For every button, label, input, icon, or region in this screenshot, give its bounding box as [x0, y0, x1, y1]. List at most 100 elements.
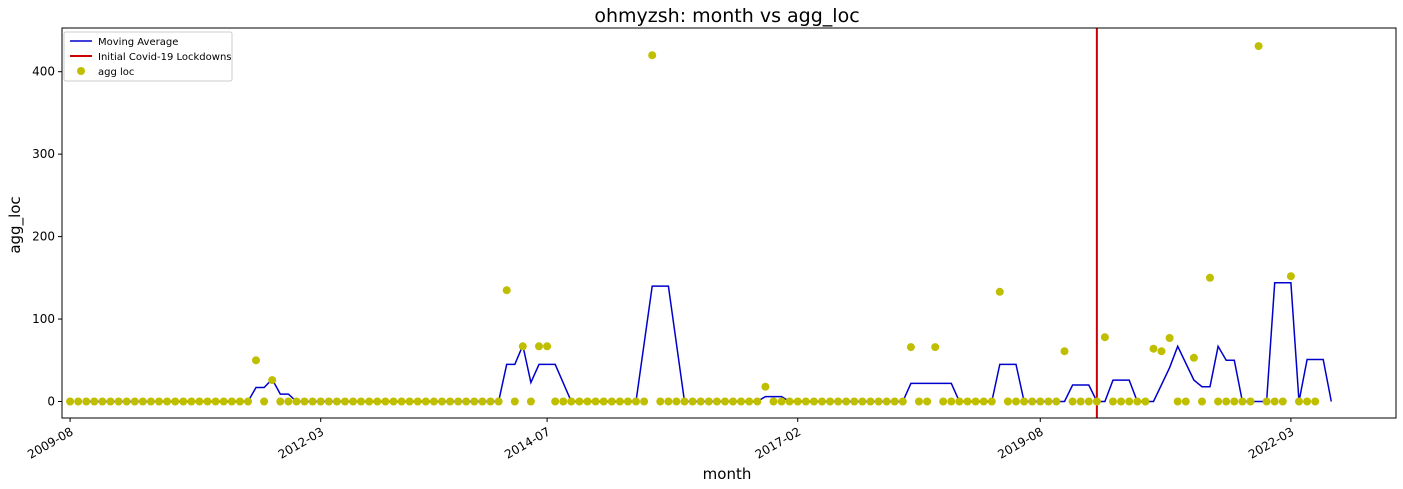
agg-loc-point [1068, 397, 1077, 406]
agg-loc-point [1165, 334, 1174, 342]
agg-loc-point [898, 397, 907, 406]
agg-loc-point [235, 397, 244, 406]
agg-loc-point [163, 397, 172, 406]
agg-loc-point [559, 397, 568, 406]
agg-loc-point [284, 397, 293, 406]
agg-loc-point [615, 397, 624, 406]
agg-loc-point [1060, 347, 1069, 356]
y-tick-label: 100 [32, 312, 55, 326]
agg-loc-point [890, 397, 899, 406]
agg-loc-point [74, 397, 83, 406]
agg-loc-point [931, 343, 940, 352]
agg-loc-point [1206, 273, 1214, 282]
agg-loc-point [518, 342, 527, 351]
agg-loc-point [1157, 347, 1166, 356]
agg-loc-point [1262, 397, 1271, 406]
agg-loc-point [526, 397, 535, 406]
agg-loc-point [874, 397, 883, 406]
legend-box [63, 31, 233, 82]
agg-loc-point [146, 397, 155, 406]
agg-loc-point [171, 397, 180, 406]
agg-loc-point [429, 397, 438, 406]
agg-loc-point [850, 397, 859, 406]
agg-loc-point [753, 397, 762, 406]
agg-loc-point [1012, 397, 1020, 406]
agg-loc-point [1020, 397, 1029, 406]
agg-loc-point [195, 397, 204, 406]
agg-loc-point [591, 397, 600, 406]
legend-moving-average-label: Moving Average [98, 37, 178, 48]
agg-loc-point [324, 397, 333, 406]
agg-loc-point [1076, 397, 1085, 406]
agg-loc-point [745, 397, 754, 406]
agg-loc-point [535, 342, 543, 351]
agg-loc-point [244, 397, 252, 406]
agg-loc-point [187, 397, 196, 406]
agg-loc-point [252, 356, 260, 365]
agg-loc-point [979, 397, 988, 406]
y-tick-label: 400 [32, 65, 55, 79]
x-axis-label: month [703, 465, 752, 483]
agg-loc-point [1181, 397, 1190, 406]
agg-loc-point [494, 397, 503, 406]
agg-loc-point [712, 397, 721, 406]
agg-loc-point [729, 397, 737, 406]
agg-loc-point [454, 397, 463, 406]
agg-loc-point [1278, 397, 1287, 406]
agg-loc-point [98, 397, 107, 406]
agg-loc-point [834, 397, 843, 406]
agg-loc-point [211, 397, 220, 406]
agg-loc-point [769, 397, 778, 406]
agg-loc-point [438, 397, 446, 406]
agg-loc-point [785, 397, 794, 406]
agg-loc-point [308, 397, 317, 406]
agg-loc-point [543, 342, 552, 351]
agg-loc-point [858, 397, 867, 406]
agg-loc-point [300, 397, 309, 406]
agg-loc-point [82, 397, 91, 406]
plot-area [61, 27, 1397, 419]
y-axis-ticks: 0 100 200 300 400 [32, 65, 62, 409]
agg-loc-point [680, 397, 689, 406]
agg-loc-point [1133, 397, 1142, 406]
y-axis-label: agg_loc [6, 196, 25, 253]
agg-loc-point [866, 397, 875, 406]
agg-loc-point [1173, 397, 1182, 406]
agg-loc-point [607, 397, 616, 406]
agg-loc-point [987, 397, 996, 406]
agg-loc-point [227, 397, 236, 406]
agg-loc-point [971, 397, 980, 406]
agg-loc-point [696, 397, 705, 406]
agg-loc-point [939, 397, 948, 406]
agg-loc-point [66, 397, 75, 406]
agg-loc-point [567, 397, 576, 406]
plot-frame [61, 27, 1397, 419]
agg-loc-point [292, 397, 301, 406]
agg-loc-point [1092, 397, 1101, 406]
agg-loc-point [268, 376, 277, 385]
agg-loc-point [502, 286, 511, 295]
agg-loc-point [1303, 397, 1312, 406]
agg-loc-point [446, 397, 455, 406]
agg-loc-point [276, 397, 285, 406]
agg-loc-point [510, 397, 519, 406]
agg-loc-point [664, 397, 673, 406]
agg-loc-point [397, 397, 406, 406]
agg-loc-point [1189, 353, 1198, 362]
agg-loc-point [656, 397, 665, 406]
agg-loc-point [486, 397, 495, 406]
agg-loc-point [138, 397, 147, 406]
y-tick-label: 300 [32, 147, 55, 161]
legend: Moving Average Initial Covid-19 Lockdowns… [63, 31, 233, 82]
agg-loc-point [995, 287, 1004, 296]
agg-loc-point [1246, 397, 1255, 406]
agg-loc-point [470, 397, 479, 406]
agg-loc-point [826, 397, 835, 406]
agg-loc-point [1117, 397, 1126, 406]
agg-loc-point [1044, 397, 1053, 406]
agg-loc-point [373, 397, 382, 406]
agg-loc-point [923, 397, 932, 406]
legend-lockdown-label: Initial Covid-19 Lockdowns [98, 52, 232, 63]
